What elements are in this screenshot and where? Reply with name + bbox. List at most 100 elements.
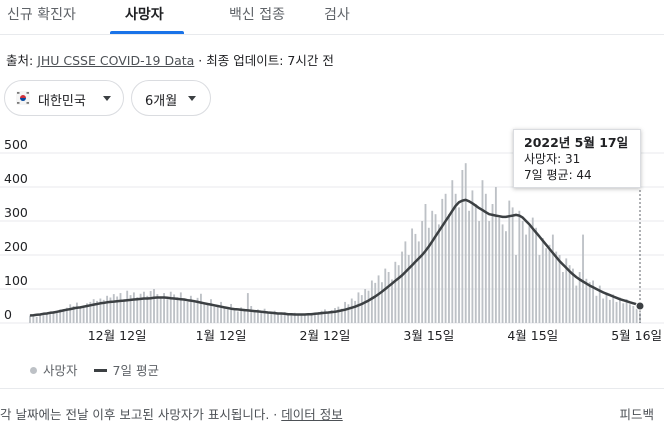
deaths-bar [595,295,598,323]
deaths-bar [608,299,611,323]
deaths-bar [401,251,403,323]
deaths-bar [230,303,233,323]
deaths-bar [300,313,303,323]
deaths-bar [183,298,186,323]
deaths-bar [344,301,346,323]
deaths-bar [417,241,420,323]
deaths-bar [625,299,628,323]
deaths-bar [45,312,48,323]
deaths-bar [233,310,236,323]
y-tick-label: 500 [4,137,28,152]
deaths-bar [615,301,618,323]
country-selector[interactable]: 대한민국 [4,80,124,116]
deaths-bar [387,272,390,323]
deaths-bar [431,210,434,323]
deaths-bar [293,312,296,323]
data-info-link[interactable]: 데이터 정보 [281,407,343,422]
deaths-bar [488,221,491,323]
deaths-bar [501,224,504,323]
deaths-bar [494,187,497,323]
deaths-bar [122,299,125,323]
legend-line-label: 7일 평균 [112,363,159,378]
deaths-bar [411,228,414,323]
deaths-bar [612,294,615,323]
seven-day-average-line [29,198,645,317]
x-tick-label: 12월 12일 [88,328,147,343]
deaths-bar [129,295,132,323]
deaths-chart[interactable]: 0 100 200 300 400 500 12월 12일 1월 12일 2월 12일 3월 1… [0,128,664,348]
deaths-bar [324,309,326,323]
deaths-bar [32,314,35,323]
deaths-bar [598,285,601,323]
deaths-bar [511,207,514,323]
deaths-bar [588,282,591,323]
hover-layer [635,138,645,323]
legend-line-swatch [93,369,107,372]
x-tick-label: 4월 15일 [507,328,558,343]
deaths-bar [82,305,85,323]
deaths-bar [377,275,380,323]
hover-point [635,301,645,311]
deaths-bar [253,310,256,323]
last-updated: 최종 업데이트: 7시간 전 [206,53,334,68]
tab-vaccination[interactable]: 백신 접종 [229,7,285,23]
deaths-bar [55,311,58,323]
deaths-bar [639,312,641,323]
feedback-link[interactable]: 피드백 [619,407,654,422]
deaths-bar [263,308,266,323]
deaths-bar [236,311,239,323]
chart-legend: 사망자 7일 평균 [30,360,159,379]
deaths-bar [334,308,336,323]
tab-new-cases[interactable]: 신규 확진자 [7,7,76,23]
chart-tooltip: 2022년 5월 17일 사망자: 31 7일 평균: 44 [513,129,641,188]
deaths-bar [35,316,38,323]
deaths-bar [518,210,521,323]
deaths-bar [303,314,306,323]
x-axis-ticks: 12월 12일 1월 12일 2월 12일 3월 15일 4월 15일 5월 16일 [88,328,662,343]
deaths-bar [481,180,484,323]
deaths-bar [354,300,357,323]
deaths-bar [223,308,226,323]
deaths-bar [39,313,41,323]
deaths-bar [602,298,605,323]
deaths-bar [267,311,269,323]
tab-deaths[interactable]: 사망자 [125,7,164,23]
deaths-bar [531,217,534,323]
tab-testing[interactable]: 검사 [324,7,350,23]
x-tick-label: 5월 16일 [611,328,662,343]
tab-bar: 신규 확진자 사망자 백신 접종 검사 [0,0,664,35]
deaths-bar [59,309,62,323]
deaths-bar [370,280,373,323]
deaths-bar [297,315,300,323]
deaths-bar [558,255,561,323]
source-prefix: 출처: [6,53,38,68]
deaths-bar [216,306,219,323]
deaths-bar [464,163,467,323]
deaths-bar [220,301,222,323]
deaths-bar [173,294,176,323]
deaths-bar [317,312,320,323]
deaths-bar [568,265,571,323]
deaths-bar [394,261,397,323]
x-tick-label: 1월 12일 [196,328,247,343]
deaths-bar [159,296,162,323]
deaths-bar [367,290,370,323]
deaths-bar [592,280,594,323]
deaths-bar [256,309,259,323]
deaths-bar [629,304,631,323]
x-tick-label: 3월 15일 [403,328,454,343]
deaths-bar [585,278,588,323]
deaths-bar [166,299,169,323]
source-link[interactable]: JHU CSSE COVID-19 Data [37,53,195,68]
deaths-bar [424,204,427,323]
deaths-bar [179,292,182,323]
caret-down-icon [103,96,111,101]
deaths-bar [79,306,82,323]
deaths-bar [441,198,444,323]
deaths-bar [86,303,88,323]
deaths-bar [605,292,608,323]
deaths-bar [146,295,149,323]
y-tick-label: 200 [4,239,28,254]
period-selector[interactable]: 6개월 [131,80,211,116]
deaths-bar [421,221,424,323]
